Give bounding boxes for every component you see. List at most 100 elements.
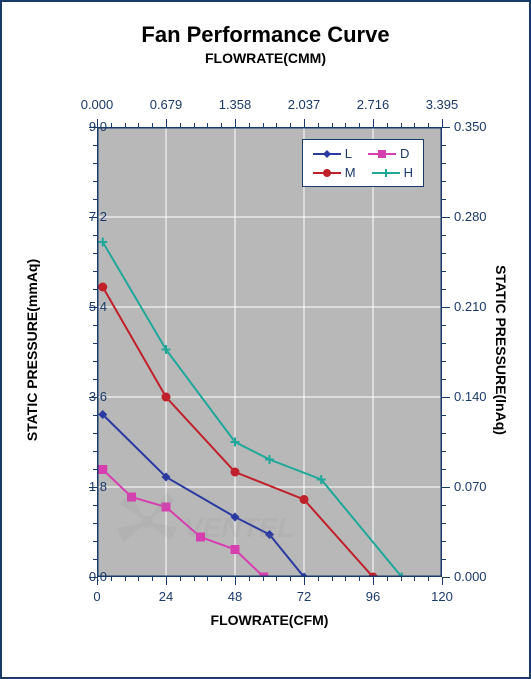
legend-label: M xyxy=(345,165,356,180)
chart-page: Fan Performance Curve FLOWRATE(CMM) STAT… xyxy=(0,0,531,679)
tick-label: 0.210 xyxy=(454,299,514,314)
tick-mark xyxy=(93,379,97,380)
top-axis-label: FLOWRATE(CMM) xyxy=(2,50,529,66)
tick-mark xyxy=(166,577,167,585)
tick-mark xyxy=(442,145,446,146)
tick-mark xyxy=(442,343,446,344)
series-marker-d xyxy=(231,545,240,554)
tick-mark xyxy=(111,577,112,581)
tick-mark xyxy=(235,577,236,585)
tick-mark xyxy=(93,199,97,200)
tick-mark xyxy=(194,123,195,127)
legend-label: L xyxy=(345,146,352,161)
tick-label: 0.350 xyxy=(454,119,514,134)
series-marker-d xyxy=(162,503,171,512)
tick-mark xyxy=(442,397,450,398)
tick-label: 0.000 xyxy=(454,569,514,584)
tick-mark xyxy=(290,123,291,127)
tick-mark xyxy=(93,325,97,326)
legend-item-m: M xyxy=(305,163,364,182)
tick-mark xyxy=(93,469,97,470)
tick-mark xyxy=(345,577,346,581)
tick-mark xyxy=(276,577,277,581)
bottom-axis-label: FLOWRATE(CFM) xyxy=(97,612,442,628)
plot-svg xyxy=(97,127,442,577)
tick-label: 72 xyxy=(274,589,334,604)
tick-mark xyxy=(318,123,319,127)
tick-label: 0.000 xyxy=(67,97,127,112)
plot-area: LDMH xyxy=(97,127,442,577)
tick-mark xyxy=(442,119,443,127)
tick-mark xyxy=(138,577,139,581)
tick-mark xyxy=(180,123,181,127)
tick-mark xyxy=(207,577,208,581)
tick-mark xyxy=(207,123,208,127)
tick-mark xyxy=(93,163,97,164)
tick-label: 1.8 xyxy=(47,479,107,494)
tick-mark xyxy=(111,123,112,127)
tick-mark xyxy=(263,123,264,127)
tick-label: 3.6 xyxy=(47,389,107,404)
tick-mark xyxy=(373,577,374,585)
tick-mark xyxy=(221,577,222,581)
series-marker-d xyxy=(196,533,205,542)
series-marker-d xyxy=(127,493,136,502)
tick-mark xyxy=(442,217,450,218)
tick-label: 0.070 xyxy=(454,479,514,494)
tick-mark xyxy=(304,577,305,585)
tick-mark xyxy=(414,123,415,127)
tick-mark xyxy=(442,487,450,488)
legend-label: H xyxy=(404,165,413,180)
tick-mark xyxy=(249,577,250,581)
tick-mark xyxy=(442,451,446,452)
series-marker-m xyxy=(162,393,171,402)
tick-mark xyxy=(442,577,450,578)
tick-mark xyxy=(442,469,446,470)
chart-title: Fan Performance Curve xyxy=(2,22,529,48)
tick-mark xyxy=(373,119,374,127)
tick-label: 7.2 xyxy=(47,209,107,224)
left-axis-label: STATIC PRESSURE(mmAq) xyxy=(24,250,40,450)
tick-label: 9.0 xyxy=(47,119,107,134)
tick-label: 2.037 xyxy=(274,97,334,112)
tick-label: 48 xyxy=(205,589,265,604)
tick-label: 3.395 xyxy=(412,97,472,112)
tick-mark xyxy=(93,181,97,182)
tick-mark xyxy=(442,181,446,182)
tick-mark xyxy=(180,577,181,581)
tick-mark xyxy=(93,361,97,362)
tick-mark xyxy=(93,433,97,434)
series-marker-m xyxy=(300,495,309,504)
tick-label: 1.358 xyxy=(205,97,265,112)
tick-mark xyxy=(442,361,446,362)
tick-mark xyxy=(442,325,446,326)
tick-label: 0.140 xyxy=(454,389,514,404)
tick-mark xyxy=(93,343,97,344)
tick-mark xyxy=(359,123,360,127)
tick-mark xyxy=(442,559,446,560)
tick-mark xyxy=(93,271,97,272)
tick-mark xyxy=(93,523,97,524)
tick-mark xyxy=(442,577,443,585)
tick-mark xyxy=(93,505,97,506)
tick-mark xyxy=(235,119,236,127)
tick-mark xyxy=(442,415,446,416)
tick-mark xyxy=(221,123,222,127)
tick-mark xyxy=(442,199,446,200)
tick-mark xyxy=(194,577,195,581)
tick-mark xyxy=(442,235,446,236)
tick-mark xyxy=(93,559,97,560)
tick-mark xyxy=(249,123,250,127)
tick-mark xyxy=(93,145,97,146)
tick-label: 0 xyxy=(67,589,127,604)
tick-mark xyxy=(152,123,153,127)
legend-item-l: L xyxy=(305,144,360,163)
tick-mark xyxy=(442,289,446,290)
tick-mark xyxy=(263,577,264,581)
tick-mark xyxy=(428,123,429,127)
tick-mark xyxy=(414,577,415,581)
tick-mark xyxy=(442,271,446,272)
tick-mark xyxy=(442,307,450,308)
tick-mark xyxy=(442,127,450,128)
tick-mark xyxy=(93,289,97,290)
